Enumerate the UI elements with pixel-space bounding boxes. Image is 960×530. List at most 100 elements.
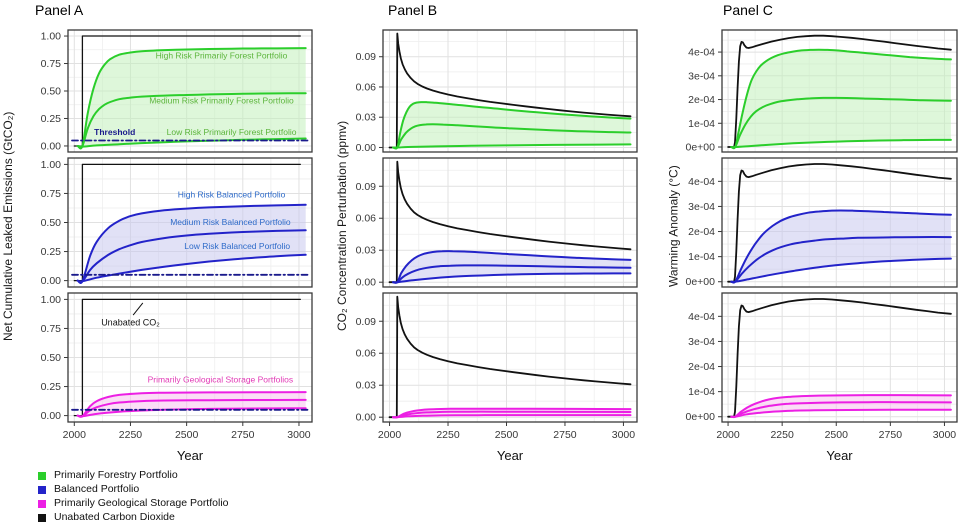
curve-label: High Risk Primarily Forest Portfolio xyxy=(156,51,288,61)
primarily-geological-storage-portfolio-low-line xyxy=(392,414,632,419)
y-tick-label: 0.00 xyxy=(41,410,62,422)
curve-label: Low Risk Primarily Forest Portfolio xyxy=(167,127,297,137)
y-tick-label: 1.00 xyxy=(41,159,62,171)
plot-border xyxy=(721,157,958,288)
primarily-geological-storage-portfolio-medium-line xyxy=(730,401,952,418)
plot-border xyxy=(382,292,638,423)
low-risk-primarily-forest-portfolio-line xyxy=(76,137,307,148)
y-tick-label: 0.09 xyxy=(356,316,377,328)
x-tick-label: 2500 xyxy=(825,429,849,441)
high-risk-primarily-forest-portfolio-line xyxy=(76,47,307,150)
panel-a-geological-chart: Unabated CO₂ Primarily Geological Storage… xyxy=(41,292,313,441)
y-tick-label: 0.09 xyxy=(356,51,377,63)
primarily-geological-storage-portfolio-medium-line xyxy=(76,398,307,418)
panel-b-x-axis-label: Year xyxy=(496,448,524,463)
legend-item: Balanced Portfolio xyxy=(38,483,229,496)
panel-c-balanced-chart: 0e+00 1e-04 2e-04 3e-04 4e-04 xyxy=(686,157,958,288)
y-tick-label: 1e-04 xyxy=(688,251,715,263)
x-tick-label: 2000 xyxy=(63,429,87,441)
y-tick-label: 2e-04 xyxy=(688,226,715,238)
plot-border xyxy=(382,29,638,153)
plot-border xyxy=(382,157,638,288)
legend-swatch-forestry xyxy=(38,471,46,480)
y-tick-label: 2e-04 xyxy=(688,94,715,106)
x-tick-label: 2250 xyxy=(436,429,460,441)
panel-b-forestry-chart: 0.00 0.03 0.06 0.09 xyxy=(356,29,638,154)
y-tick-label: 0e+00 xyxy=(686,411,716,423)
x-tick-label: 2750 xyxy=(553,429,577,441)
y-tick-label: 0.50 xyxy=(41,352,62,364)
unabated-carbon-dioxide-line xyxy=(388,32,632,149)
low-risk-balanced-portfolio-line xyxy=(392,272,632,284)
medium-risk-balanced-portfolio-line xyxy=(730,236,952,284)
y-tick-label: 0.00 xyxy=(356,412,377,424)
plot-border xyxy=(721,292,958,423)
y-tick-label: 0.00 xyxy=(41,275,62,287)
panel-a-x-axis-label: Year xyxy=(176,448,204,463)
low-risk-balanced-portfolio-line xyxy=(76,253,307,283)
high-risk-balanced-portfolio-line xyxy=(76,203,307,284)
y-tick-label: 3e-04 xyxy=(688,336,715,348)
panel-b-balanced-chart: 0.00 0.03 0.06 0.09 xyxy=(356,157,638,289)
y-tick-label: 0.03 xyxy=(356,380,377,392)
legend-swatch-geological xyxy=(38,499,46,508)
curve-label: Medium Risk Balanced Portfolio xyxy=(170,217,291,227)
confidence-band xyxy=(77,48,306,147)
y-tick-label: 0.09 xyxy=(356,181,377,193)
legend-swatch-unabated xyxy=(38,513,46,522)
x-tick-label: 2250 xyxy=(119,429,143,441)
high-risk-balanced-portfolio-line xyxy=(392,250,632,284)
y-tick-label: 0.50 xyxy=(41,217,62,229)
primarily-geological-storage-portfolio-medium-line xyxy=(392,410,632,419)
x-tick-label: 3000 xyxy=(933,429,957,441)
curve-label: Threshold xyxy=(94,127,135,137)
x-tick-label: 2500 xyxy=(495,429,519,441)
medium-risk-balanced-portfolio-line xyxy=(76,229,307,283)
y-tick-label: 0e+00 xyxy=(686,276,716,288)
y-tick-label: 0.25 xyxy=(41,113,62,125)
x-tick-label: 2750 xyxy=(879,429,903,441)
legend-label: Unabated Carbon Dioxide xyxy=(54,511,175,523)
curve-label: Low Risk Balanced Portfolio xyxy=(184,241,290,251)
x-tick-label: 3000 xyxy=(287,429,311,441)
legend-item: Primarily Forestry Portfolio xyxy=(38,469,229,482)
y-tick-label: 0.03 xyxy=(356,245,377,257)
panel-a-balanced-chart: High Risk Balanced Portfolio Medium Risk … xyxy=(41,157,313,288)
y-tick-label: 0e+00 xyxy=(686,142,716,154)
y-tick-label: 1.00 xyxy=(41,31,62,43)
high-risk-primarily-forest-portfolio-line xyxy=(730,48,952,150)
confidence-band xyxy=(731,395,951,417)
panel-c-geological-chart: 0e+00 1e-04 2e-04 3e-04 4e-04 2000 2250 2500 275… xyxy=(686,292,958,441)
legend-label: Primarily Geological Storage Portfolio xyxy=(54,497,229,509)
y-tick-label: 1e-04 xyxy=(688,386,715,398)
legend: Primarily Forestry Portfolio Balanced Po… xyxy=(38,469,229,525)
plot-border xyxy=(67,29,313,153)
x-tick-label: 2000 xyxy=(378,429,402,441)
x-tick-label: 2000 xyxy=(716,429,740,441)
x-tick-label: 2250 xyxy=(770,429,794,441)
y-tick-label: 0.03 xyxy=(356,112,377,124)
x-tick-label: 2500 xyxy=(175,429,199,441)
curve-label: Unabated CO₂ xyxy=(101,318,160,328)
primarily-geological-storage-portfolio-high-line xyxy=(730,394,952,419)
unabated-carbon-dioxide-line xyxy=(388,160,632,284)
y-tick-label: 0.06 xyxy=(356,213,377,225)
legend-swatch-balanced xyxy=(38,485,46,494)
curve-label: Medium Risk Primarily Forest Portfolio xyxy=(149,96,294,106)
y-tick-label: 4e-04 xyxy=(688,176,715,188)
plot-border xyxy=(67,157,313,288)
y-tick-label: 0.06 xyxy=(356,81,377,93)
y-tick-label: 3e-04 xyxy=(688,201,715,213)
y-tick-label: 4e-04 xyxy=(688,311,715,323)
legend-label: Primarily Forestry Portfolio xyxy=(54,469,178,481)
low-risk-balanced-portfolio-line xyxy=(730,257,952,283)
primarily-geological-storage-portfolio-low-line xyxy=(730,408,952,418)
unabated-carbon-dioxide-line xyxy=(727,34,952,148)
y-tick-label: 1.00 xyxy=(41,294,62,306)
y-tick-label: 3e-04 xyxy=(688,70,715,82)
panel-a-forestry-chart: High Risk Primarily Forest Portfolio Medi… xyxy=(41,29,313,153)
y-tick-label: 0.75 xyxy=(41,188,62,200)
curve-label: High Risk Balanced Portfolio xyxy=(178,190,286,200)
high-risk-balanced-portfolio-line xyxy=(730,209,952,284)
